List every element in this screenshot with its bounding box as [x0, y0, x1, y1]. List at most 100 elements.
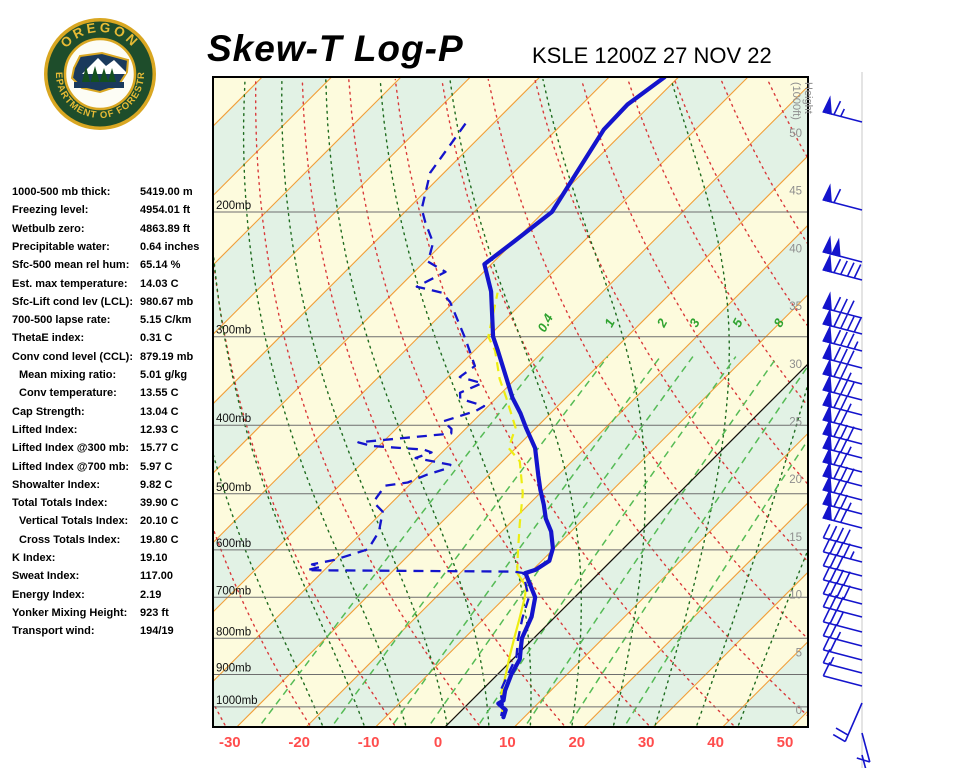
- index-row: Lifted Index @300 mb: 15.77 C: [12, 442, 214, 460]
- index-row: Sfc-Lift cond lev (LCL): 980.67 mb: [12, 296, 214, 314]
- index-row: Total Totals Index: 39.90 C: [12, 497, 214, 515]
- pressure-labels: 200mb 300mb 400mb 500mb 600mb 700mb 800mb 900mb…: [216, 200, 258, 707]
- index-row: Precipitable water: 0.64 inches: [12, 241, 214, 259]
- index-row: ThetaE index: 0.31 C: [12, 332, 214, 350]
- moist-adiabats: [213, 78, 808, 726]
- index-label: Cap Strength:: [12, 405, 85, 418]
- index-value: 39.90 C: [140, 497, 179, 510]
- index-row: Lifted Index @700 mb: 5.97 C: [12, 461, 214, 479]
- height-axis-label: Height: [802, 82, 814, 114]
- pressure-label: 400mb: [216, 413, 251, 425]
- index-value: 9.82 C: [140, 478, 173, 491]
- index-row: 700-500 lapse rate: 5.15 C/km: [12, 314, 214, 332]
- index-value: 5.01 g/kg: [140, 369, 188, 381]
- height-tick: 40: [789, 243, 802, 255]
- temp-axis-tick: 10: [499, 734, 516, 751]
- index-value: 879.19 mb: [140, 350, 194, 363]
- index-label: Lifted Index:: [12, 423, 78, 436]
- index-row: Wetbulb zero: 4863.89 ft: [12, 223, 214, 241]
- wind-barb: [822, 235, 863, 263]
- index-label: K Index:: [12, 552, 56, 564]
- profiles: [305, 77, 667, 720]
- index-row: Mean mixing ratio: 5.01 g/kg: [12, 369, 214, 387]
- page-title: Skew-T Log-P: [207, 28, 464, 69]
- height-tick: 20: [789, 474, 802, 486]
- index-label: Precipitable water:: [12, 240, 110, 253]
- index-label: Freezing level:: [12, 204, 89, 217]
- index-label: Sfc-500 mean rel hum:: [12, 259, 130, 272]
- index-row: Freezing level: 4954.01 ft: [12, 204, 214, 222]
- index-label: 700-500 lapse rate:: [12, 314, 111, 327]
- index-value: 65.14 %: [140, 259, 181, 272]
- wind-barb: [822, 183, 863, 211]
- wind-barb: [822, 307, 863, 335]
- zero-isotherm: [444, 363, 808, 727]
- height-tick: 15: [789, 532, 802, 544]
- index-row: Yonker Mixing Height: 923 ft: [12, 607, 214, 625]
- pressure-label: 800mb: [216, 626, 251, 638]
- index-label: Transport wind:: [12, 625, 95, 638]
- wind-barb: [822, 579, 863, 605]
- index-value: 19.80 C: [140, 533, 179, 546]
- index-label: 1000-500 mb thick:: [12, 186, 111, 198]
- wind-barb: [822, 661, 863, 687]
- parcel-trace-dashed: [487, 292, 524, 574]
- index-label: Conv temperature:: [19, 387, 117, 400]
- wind-barb: [822, 537, 863, 563]
- wind-barb: [822, 607, 863, 633]
- index-value: 5419.00 m: [140, 186, 193, 198]
- wind-barb: [822, 324, 863, 352]
- index-value: 194/19: [140, 625, 174, 638]
- height-axis-label-units: (1000ft): [790, 82, 802, 120]
- pressure-label: 300mb: [216, 325, 251, 337]
- height-tick: 45: [789, 186, 802, 198]
- wind-barb: [822, 253, 863, 281]
- index-value: 980.67 mb: [140, 295, 194, 308]
- index-value: 13.55 C: [140, 387, 179, 400]
- index-value: 12.93 C: [140, 423, 179, 436]
- index-label: Showalter Index:: [12, 478, 101, 491]
- wind-barbs: [822, 72, 871, 768]
- mixing-ratio-lines: [261, 356, 808, 724]
- wind-barb: [861, 754, 867, 768]
- wind-barb: [822, 417, 863, 445]
- index-value: 15.77 C: [140, 442, 179, 455]
- temp-axis-tick: 50: [777, 734, 794, 751]
- index-value: 5.15 C/km: [140, 314, 192, 327]
- height-tick: 0: [796, 705, 802, 717]
- height-tick: 5: [796, 647, 802, 659]
- index-value: 923 ft: [140, 606, 169, 619]
- seal-trees: [82, 66, 116, 84]
- temp-axis-tick: -10: [358, 734, 380, 751]
- index-value: 2.19: [140, 588, 162, 601]
- odf-logo: OREGON DEPARTMENT OF FORESTRY: [42, 16, 156, 130]
- pressure-label: 500mb: [216, 482, 251, 494]
- index-row: Cross Totals Index: 19.80 C: [12, 534, 214, 552]
- index-label: ThetaE index:: [12, 332, 85, 345]
- index-label: Lifted Index @700 mb:: [12, 460, 130, 473]
- wind-barb: [832, 702, 863, 743]
- temp-axis-labels: -30 -20 -10 0 10 20 30 40 50: [219, 734, 793, 751]
- index-row: 1000-500 mb thick: 5419.00 m: [12, 186, 214, 204]
- index-value: 0.31 C: [140, 332, 173, 345]
- index-row: Cap Strength: 13.04 C: [12, 406, 214, 424]
- pressure-lines: [213, 211, 808, 708]
- dewpoint-trace: [305, 122, 531, 717]
- index-row: Conv temperature: 13.55 C: [12, 387, 214, 405]
- index-row: Sweat Index: 117.00: [12, 570, 214, 588]
- index-value: 13.04 C: [140, 405, 179, 418]
- index-row: Showalter Index: 9.82 C: [12, 479, 214, 497]
- index-row: Conv cond level (CCL): 879.19 mb: [12, 351, 214, 369]
- temp-axis-tick: -20: [288, 734, 310, 751]
- index-row: Vertical Totals Index: 20.10 C: [12, 515, 214, 533]
- index-label: Wetbulb zero:: [12, 222, 85, 235]
- index-row: Sfc-500 mean rel hum: 65.14 %: [12, 259, 214, 277]
- temp-axis-tick: 20: [568, 734, 585, 751]
- index-value: 0.64 inches: [140, 240, 200, 253]
- plot-border: [212, 76, 809, 728]
- index-label: Mean mixing ratio:: [19, 369, 117, 381]
- index-row: Energy Index: 2.19: [12, 589, 214, 607]
- index-label: Sfc-Lift cond lev (LCL):: [12, 295, 133, 308]
